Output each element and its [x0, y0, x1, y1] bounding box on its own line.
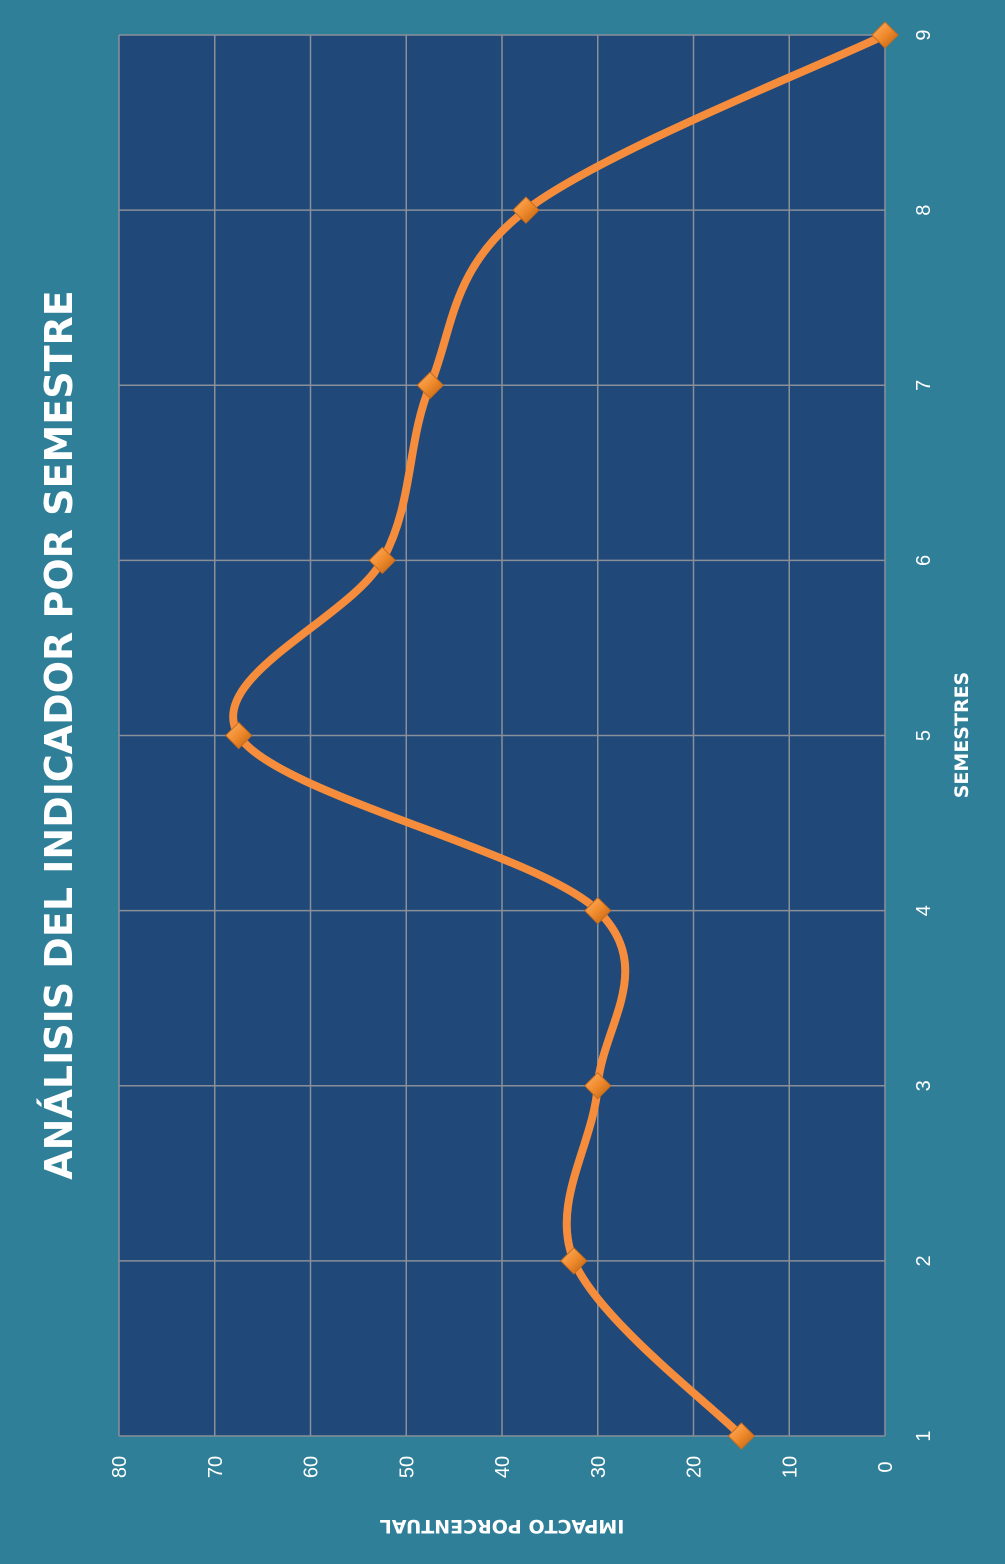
y-tick-label: 50: [396, 1456, 418, 1478]
data-point-marker: [584, 1072, 612, 1100]
data-point-marker: [416, 371, 444, 399]
x-tick-label: 2: [913, 1255, 935, 1266]
x-tick-label: 7: [913, 380, 935, 391]
y-tick-label: 80: [109, 1456, 131, 1478]
x-tick-label: 5: [913, 730, 935, 741]
x-tick-label: 1: [913, 1430, 935, 1441]
y-tick-label: 10: [779, 1456, 801, 1478]
y-tick-label: 20: [684, 1456, 706, 1478]
data-point-marker: [224, 721, 253, 750]
data-point-marker: [584, 896, 612, 925]
x-tick-label: 8: [913, 205, 935, 216]
data-point-marker: [871, 21, 899, 49]
x-tick-label: 3: [913, 1080, 935, 1091]
x-tick-label: 6: [913, 555, 935, 566]
data-point-marker: [560, 1247, 588, 1275]
data-point-marker: [368, 546, 397, 575]
y-tick-label: 30: [588, 1456, 610, 1478]
x-tick-label: 4: [913, 905, 935, 916]
data-point-marker: [727, 1422, 756, 1450]
gridlines: [118, 34, 886, 1437]
x-tick-label: 9: [913, 29, 935, 40]
y-tick-labels: 0 10 20 30 40 50 60 70 80: [109, 1456, 897, 1478]
y-tick-label: 70: [205, 1456, 227, 1478]
y-tick-label: 40: [492, 1456, 514, 1478]
data-point-marker: [512, 196, 540, 224]
chart-title: ANÁLISIS DEL INDICADOR POR SEMESTRE: [37, 290, 81, 1180]
series-markers: [224, 21, 899, 1450]
y-axis-title: IMPACTO PORCENTUAL: [380, 1515, 625, 1537]
y-tick-label: 0: [875, 1461, 897, 1472]
x-axis-title: SEMESTRES: [951, 672, 973, 799]
x-tick-labels: 1 2 3 4 5 6 7 8 9: [913, 29, 935, 1441]
y-tick-label: 60: [301, 1456, 323, 1478]
